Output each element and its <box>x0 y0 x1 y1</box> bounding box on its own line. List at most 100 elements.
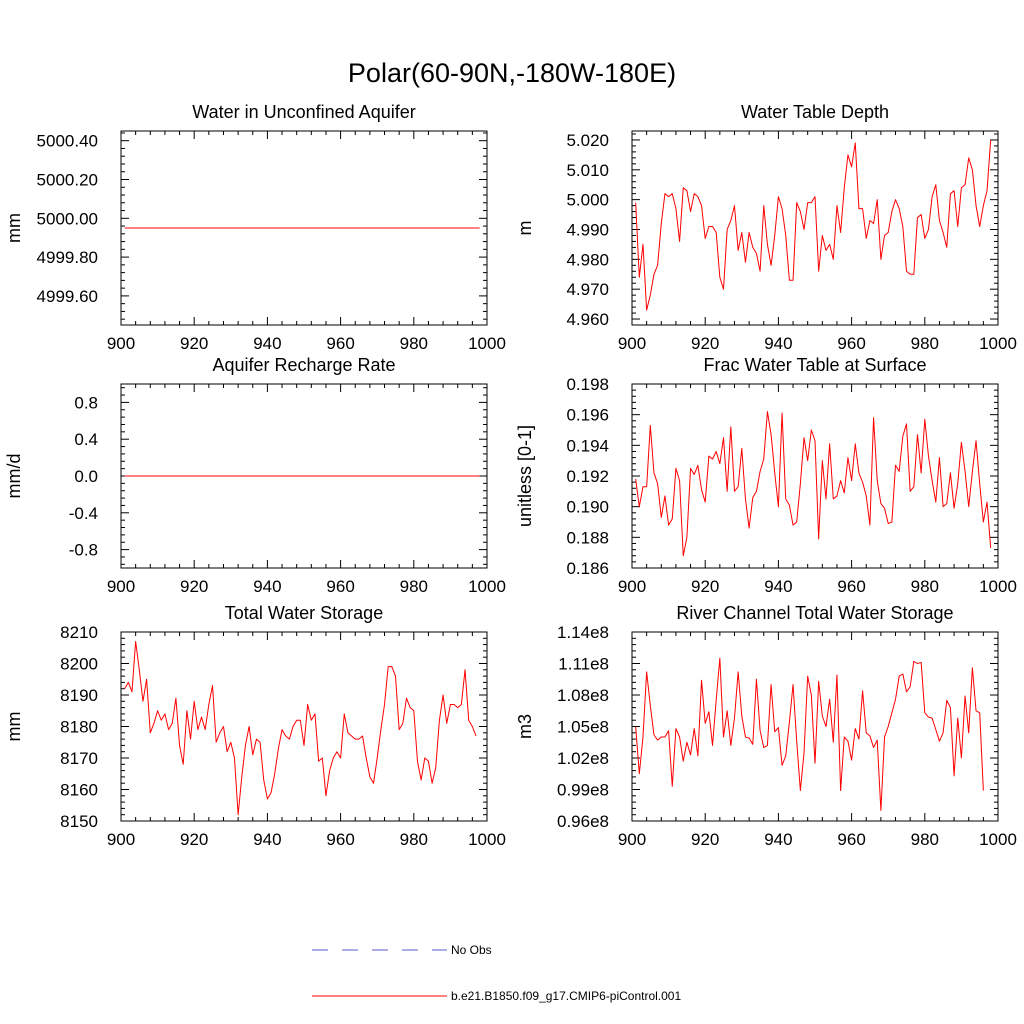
x-tick-label: 920 <box>691 577 719 596</box>
plot-frame <box>120 631 488 822</box>
y-tick-label: -0.4 <box>69 504 98 523</box>
x-tick-label: 920 <box>691 334 719 353</box>
x-tick-label: 940 <box>764 334 792 353</box>
panel-title: Aquifer Recharge Rate <box>212 355 395 375</box>
x-tick-label: 1000 <box>468 577 506 596</box>
y-tick-label: 4.990 <box>566 220 609 239</box>
y-tick-label: -0.8 <box>69 541 98 560</box>
y-axis-label: mm/d <box>4 454 24 499</box>
y-tick-label: 0.4 <box>74 430 98 449</box>
x-tick-label: 920 <box>180 577 208 596</box>
plot-frame <box>631 130 999 326</box>
x-tick-label: 940 <box>764 830 792 849</box>
y-axis-label: unitless [0-1] <box>515 425 535 527</box>
x-tick-label: 940 <box>253 577 281 596</box>
y-tick-label: 8150 <box>60 812 98 831</box>
y-tick-label: 0.8 <box>74 393 98 412</box>
chart-panel: Water Table Depth m 900 920 940 960 980 1000 4.9… <box>515 102 1017 353</box>
y-tick-label: 0.192 <box>566 467 609 486</box>
panel-title: River Channel Total Water Storage <box>676 603 953 623</box>
y-axis-label: m <box>515 221 535 236</box>
y-tick-label: 8170 <box>60 749 98 768</box>
y-tick-label: 4999.80 <box>37 248 98 267</box>
y-tick-label: 4.980 <box>566 250 609 269</box>
legend-label-model: b.e21.B1850.f09_g17.CMIP6-piControl.001 <box>451 989 681 1003</box>
x-tick-label: 900 <box>618 334 646 353</box>
y-axis-label: mm <box>4 712 24 742</box>
x-tick-label: 980 <box>400 334 428 353</box>
y-tick-label: 0.194 <box>566 436 609 455</box>
y-tick-label: 0.196 <box>566 406 609 425</box>
x-tick-label: 940 <box>253 830 281 849</box>
y-tick-label: 0.0 <box>74 467 98 486</box>
x-tick-label: 960 <box>837 334 865 353</box>
x-tick-label: 1000 <box>979 577 1017 596</box>
y-tick-label: 8190 <box>60 686 98 705</box>
x-tick-label: 1000 <box>979 334 1017 353</box>
x-tick-label: 980 <box>911 830 939 849</box>
x-tick-label: 900 <box>107 334 135 353</box>
series-line <box>635 139 992 311</box>
y-tick-label: 8200 <box>60 655 98 674</box>
chart-panel: Frac Water Table at Surface unitless [0-1… <box>515 355 1017 596</box>
y-tick-label: 4.960 <box>566 310 609 329</box>
x-tick-label: 980 <box>400 830 428 849</box>
y-tick-label: 0.190 <box>566 498 609 517</box>
y-tick-label: 8210 <box>60 623 98 642</box>
plot-frame <box>631 383 999 569</box>
panel-title: Water Table Depth <box>741 102 889 122</box>
x-tick-label: 920 <box>180 830 208 849</box>
x-tick-label: 940 <box>253 334 281 353</box>
chart-panel: Total Water Storage mm 900 920 940 960 980 1000… <box>4 603 506 849</box>
y-tick-label: 8180 <box>60 718 98 737</box>
x-tick-label: 960 <box>326 577 354 596</box>
x-tick-label: 1000 <box>979 830 1017 849</box>
x-tick-label: 900 <box>107 577 135 596</box>
y-axis-label: m3 <box>515 714 535 739</box>
panels: Water in Unconfined Aquifer mm 900 920 940 96… <box>4 102 1017 849</box>
y-tick-label: 1.11e8 <box>558 655 609 674</box>
legend-label-no-obs: No Obs <box>451 943 492 957</box>
x-tick-label: 920 <box>180 334 208 353</box>
chart-panel: Water in Unconfined Aquifer mm 900 920 940 96… <box>4 102 506 353</box>
y-tick-label: 1.05e8 <box>557 718 609 737</box>
y-tick-label: 1.14e8 <box>557 623 609 642</box>
x-tick-label: 980 <box>911 577 939 596</box>
x-tick-label: 960 <box>326 334 354 353</box>
y-axis-label: mm <box>4 213 24 243</box>
y-tick-label: 0.198 <box>566 375 609 394</box>
chart-panel: Aquifer Recharge Rate mm/d 900 920 940 960 980… <box>4 355 506 596</box>
x-tick-label: 900 <box>618 577 646 596</box>
chart-panel: River Channel Total Water Storage m3 900 92… <box>515 603 1017 849</box>
y-tick-label: 0.99e8 <box>557 781 609 800</box>
y-tick-label: 5.010 <box>566 161 609 180</box>
y-tick-label: 1.08e8 <box>557 686 609 705</box>
x-tick-label: 900 <box>618 830 646 849</box>
panel-title: Total Water Storage <box>225 603 383 623</box>
x-tick-label: 960 <box>837 830 865 849</box>
x-tick-label: 960 <box>837 577 865 596</box>
panel-title: Frac Water Table at Surface <box>703 355 926 375</box>
y-tick-label: 8160 <box>60 781 98 800</box>
legend: No Obs b.e21.B1850.f09_g17.CMIP6-piContr… <box>312 943 681 1003</box>
x-tick-label: 940 <box>764 577 792 596</box>
y-tick-label: 5.020 <box>566 131 609 150</box>
x-tick-label: 900 <box>107 830 135 849</box>
x-tick-label: 1000 <box>468 830 506 849</box>
x-tick-label: 980 <box>400 577 428 596</box>
x-tick-label: 980 <box>911 334 939 353</box>
figure-title: Polar(60-90N,-180W-180E) <box>348 58 676 88</box>
x-tick-label: 1000 <box>468 334 506 353</box>
y-tick-label: 5000.40 <box>37 132 98 151</box>
y-tick-label: 0.188 <box>566 528 609 547</box>
panel-title: Water in Unconfined Aquifer <box>192 102 415 122</box>
series-line <box>124 640 477 816</box>
plot-frame <box>120 130 488 326</box>
y-tick-label: 0.96e8 <box>557 812 609 831</box>
y-tick-label: 5.000 <box>566 191 609 210</box>
x-tick-label: 920 <box>691 830 719 849</box>
plot-frame <box>631 631 999 822</box>
x-tick-label: 960 <box>326 830 354 849</box>
series-line <box>635 411 992 557</box>
